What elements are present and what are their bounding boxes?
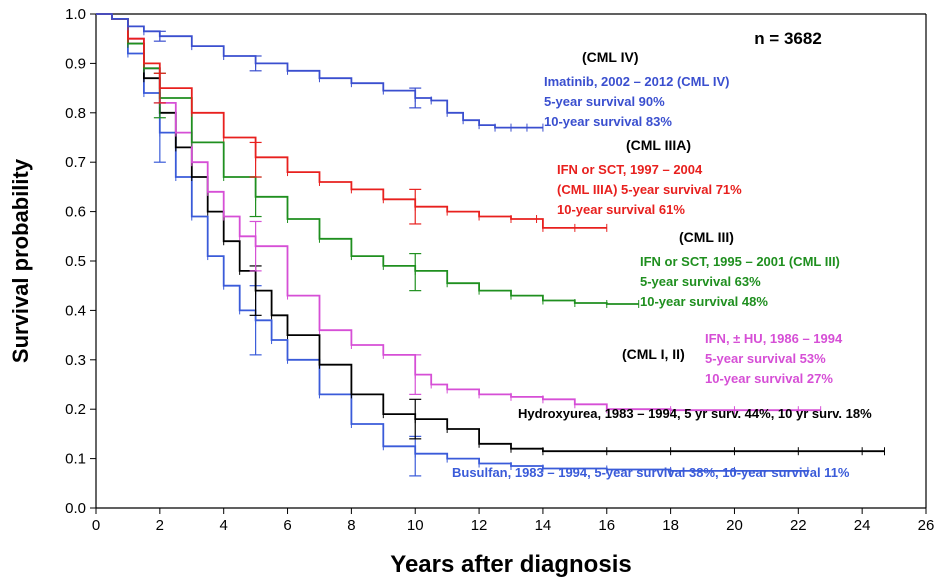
x-tick-label: 26	[918, 517, 935, 534]
y-tick-label: 0.0	[65, 500, 86, 517]
series-busulfan	[96, 13, 809, 477]
y-tick-label: 0.8	[65, 105, 86, 122]
annotation-cml3a-3: 10-year survival 61%	[557, 202, 685, 217]
y-tick-label: 0.7	[65, 154, 86, 171]
survival-curve-cml3	[96, 13, 639, 305]
x-tick-label: 2	[156, 517, 164, 534]
series-cml3a	[96, 13, 608, 232]
annotation-cml3a-group: (CML IIIA)	[626, 137, 691, 153]
series-hydroxyurea	[96, 13, 885, 456]
survival-curve-imatinib	[96, 13, 543, 129]
y-axis-title: Survival probability	[8, 158, 33, 363]
x-tick-label: 14	[535, 517, 552, 534]
y-ticks: 0.0 0.1 0.2 0.3 0.4 0.5 0.6 0.7 0.8 0.9 1.0	[65, 6, 96, 517]
annotation-imatinib-2: 5-year survival 90%	[544, 94, 665, 109]
y-tick-label: 0.9	[65, 55, 86, 72]
y-tick-label: 0.2	[65, 401, 86, 418]
series-imatinib	[96, 13, 544, 132]
x-tick-label: 16	[598, 517, 615, 534]
annotations: (CML IV) Imatinib, 2002 – 2012 (CML IV) …	[452, 49, 872, 480]
x-tick-label: 0	[92, 517, 100, 534]
annotation-cml3a-1: IFN or SCT, 1997 – 2004	[557, 162, 703, 177]
n-label: n = 3682	[754, 29, 822, 48]
annotation-cml3-1: IFN or SCT, 1995 – 2001 (CML III)	[640, 254, 840, 269]
annotation-ifn-2: 5-year survival 53%	[705, 351, 826, 366]
x-tick-label: 18	[662, 517, 679, 534]
y-tick-label: 0.4	[65, 302, 86, 319]
x-tick-label: 20	[726, 517, 743, 534]
x-tick-label: 4	[220, 517, 228, 534]
annotation-hydroxyurea: Hydroxyurea, 1983 – 1994, 5 yr surv. 44%…	[518, 406, 872, 421]
y-tick-label: 0.1	[65, 451, 86, 468]
annotation-busulfan: Busulfan, 1983 – 1994, 5-year survival 3…	[452, 465, 850, 480]
annotation-cml3a-2: (CML IIIA) 5-year survival 71%	[557, 182, 742, 197]
series-cml3	[96, 13, 640, 308]
axes	[95, 13, 927, 509]
survival-curve-cml3a	[96, 13, 607, 229]
annotation-cml3-2: 5-year survival 63%	[640, 274, 761, 289]
x-tick-label: 24	[854, 517, 871, 534]
x-ticks: 0 2 4 6 8 10 12 14 16 18 20 22 24 26	[92, 508, 935, 534]
y-tick-label: 1.0	[65, 6, 86, 23]
x-tick-label: 12	[471, 517, 488, 534]
y-tick-label: 0.6	[65, 204, 86, 221]
annotation-ifn-1: IFN, ± HU, 1986 – 1994	[705, 331, 843, 346]
annotation-cml3-3: 10-year survival 48%	[640, 294, 768, 309]
annotation-imatinib-1: Imatinib, 2002 – 2012 (CML IV)	[544, 74, 729, 89]
x-tick-label: 22	[790, 517, 807, 534]
x-tick-label: 6	[283, 517, 291, 534]
annotation-cml4-group: (CML IV)	[582, 49, 639, 65]
y-tick-label: 0.5	[65, 253, 86, 270]
annotation-imatinib-3: 10-year survival 83%	[544, 114, 672, 129]
x-tick-label: 8	[347, 517, 355, 534]
x-tick-label: 10	[407, 517, 424, 534]
annotation-cml12-group: (CML I, II)	[622, 346, 685, 362]
y-tick-label: 0.3	[65, 352, 86, 369]
x-axis-title: Years after diagnosis	[390, 551, 631, 578]
series-layer	[96, 13, 885, 477]
annotation-ifn-3: 10-year survival 27%	[705, 371, 833, 386]
annotation-cml3-group: (CML III)	[679, 229, 734, 245]
